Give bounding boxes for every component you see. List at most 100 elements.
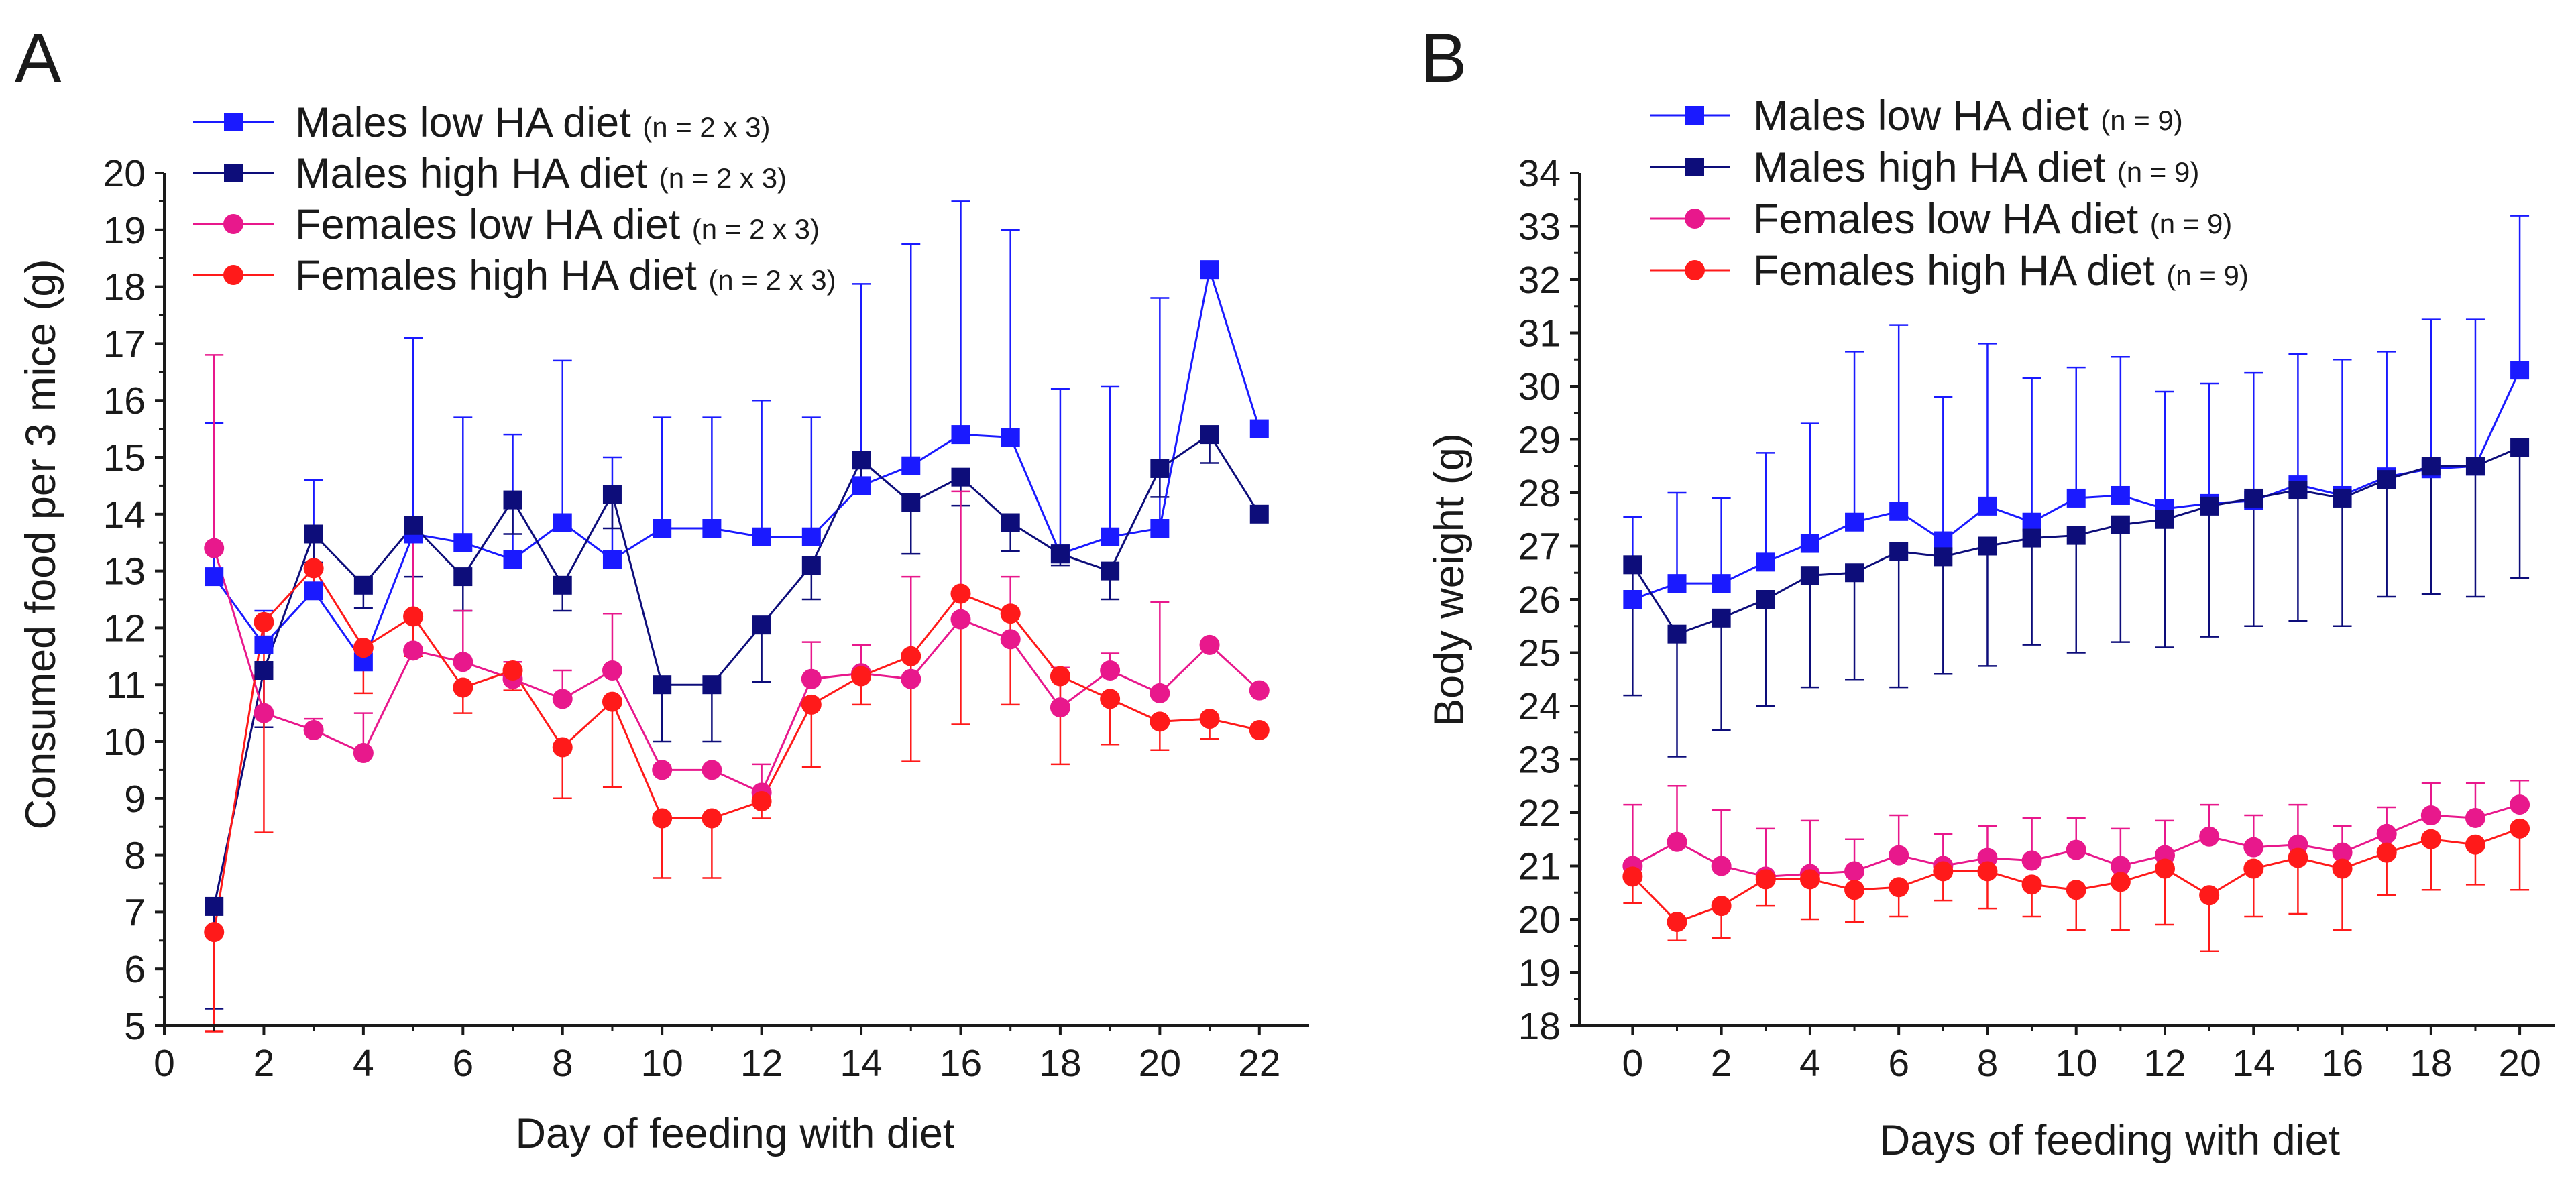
panel-b-y-tick-label: 34 xyxy=(1518,152,1561,195)
panel-a-legend-label-females-high-ha-diet: Females high HA diet (n = 2 x 3) xyxy=(295,252,836,299)
panel-a-males-high-ha-diet-point xyxy=(1101,561,1120,581)
panel-b-legend-note-females-high-ha-diet: (n = 9) xyxy=(2166,259,2249,291)
panel-a-males-low-ha-diet-point xyxy=(553,513,572,532)
panel-a-legend-label-males-high-ha-diet: Males high HA diet (n = 2 x 3) xyxy=(295,150,787,197)
panel-a-axes: 5 6 7 8 9 10 11 12 13 14 15 16 17 18 19 20 0 2 4 6 8 10 12 14 16… xyxy=(103,152,1309,1085)
panel-a-females-high-ha-diet-point xyxy=(950,583,971,604)
panel-a-males-high-ha-diet-point xyxy=(304,524,323,544)
panel-a-y-tick-label: 16 xyxy=(103,379,146,422)
panel-a-x-tick-label: 6 xyxy=(452,1042,473,1085)
panel-a-males-low-ha-diet-point xyxy=(801,527,821,546)
panel-a-males-low-ha-diet-point xyxy=(1200,260,1219,280)
panel-a-legend-label-females-low-ha-diet: Females low HA diet (n = 2 x 3) xyxy=(295,201,820,248)
panel-a-legend-label-males-low-ha-diet: Males low HA diet (n = 2 x 3) xyxy=(295,99,770,146)
panel-a-x-tick-label: 4 xyxy=(353,1042,374,1085)
panel-b-y-tick-label: 21 xyxy=(1518,845,1561,888)
panel-a-legend-note-females-low-ha-diet: (n = 2 x 3) xyxy=(692,213,820,245)
panel-a-x-tick-label: 22 xyxy=(1238,1042,1280,1085)
panel-b-males-high-ha-diet-point xyxy=(2066,526,2086,545)
panel-b-legend-note-males-low-ha-diet: (n = 9) xyxy=(2101,105,2183,136)
panel-a-females-low-ha-diet-point xyxy=(1150,683,1170,703)
panel-b-females-high-ha-diet-point xyxy=(2510,818,2530,839)
panel-b-y-tick-label: 30 xyxy=(1518,365,1561,408)
panel-a-females-low-ha-diet-point xyxy=(1199,634,1220,655)
panel-a-males-high-ha-diet-point xyxy=(1001,513,1020,532)
panel-b-females-high-ha-diet-point xyxy=(2021,874,2042,895)
panel-a-legend-marker-females-low-ha-diet xyxy=(223,214,243,234)
panel-b-males-high-ha-diet-point xyxy=(2288,481,2308,500)
panel-b-females-high-ha-diet-point xyxy=(1755,869,1776,890)
panel-b-males-high-ha-diet-point xyxy=(1978,536,1997,556)
panel-b-markers xyxy=(1622,361,2530,932)
panel-a-y-tick-label: 20 xyxy=(103,152,146,195)
panel-a-y-tick-label: 9 xyxy=(124,778,146,821)
panel-a-females-low-ha-diet-point xyxy=(652,760,673,780)
panel-b-females-low-ha-diet-point xyxy=(2465,807,2485,828)
panel-b-males-low-ha-diet-point xyxy=(1756,552,1775,572)
panel-a-x-tick-label: 12 xyxy=(740,1042,783,1085)
panel-b-males-high-ha-diet-point xyxy=(2244,488,2263,508)
panel-b-x-tick-label: 4 xyxy=(1799,1042,1821,1085)
panel-b-y-tick-label: 32 xyxy=(1518,259,1561,302)
panel-a-males-high-ha-diet-point xyxy=(752,615,771,635)
panel-b-legend-marker-males-low-ha-diet xyxy=(1685,106,1704,125)
panel-b-females-low-ha-diet-point xyxy=(2199,826,2220,847)
panel-b-y-tick-label: 20 xyxy=(1518,898,1561,941)
panel-a-males-low-ha-diet-point xyxy=(602,550,622,569)
panel-a-x-tick-label: 0 xyxy=(154,1042,175,1085)
panel-b-females-high-ha-diet-point xyxy=(2110,872,2131,892)
panel-a-y-tick-label: 12 xyxy=(103,607,146,650)
panel-a-females-high-ha-diet-point xyxy=(1199,709,1220,729)
panel-a-females-low-ha-diet-point xyxy=(801,668,822,689)
panel-a-x-tick-label: 10 xyxy=(640,1042,683,1085)
panel-b-males-high-ha-diet-point xyxy=(2465,457,2485,476)
panel-a-x-tick-label: 14 xyxy=(840,1042,882,1085)
panel-a-y-tick-label: 15 xyxy=(103,436,146,479)
panel-b-females-low-ha-diet-point xyxy=(1667,831,1687,852)
panel-a-females-low-ha-diet-point xyxy=(1100,660,1121,681)
panel-b-legend: Males low HA diet (n = 9) Males high HA d… xyxy=(1650,93,2249,294)
panel-a-chart: A 5 6 7 8 9 10 11 12 13 14 15 16 17 18 19 20 0 2 4 6 8 10 12 14… xyxy=(15,19,1309,1157)
panel-b-males-low-ha-diet-point xyxy=(2066,488,2086,508)
panel-b-males-high-ha-diet-point xyxy=(1934,547,1953,567)
panel-a-females-high-ha-diet-point xyxy=(353,638,374,658)
panel-a-females-low-ha-diet-point xyxy=(950,609,971,630)
panel-a-males-low-ha-diet-point xyxy=(1101,527,1120,546)
panel-b-legend-marker-females-high-ha-diet xyxy=(1685,260,1705,280)
panel-a-females-low-ha-diet-point xyxy=(453,652,473,672)
panel-a-females-low-ha-diet-point xyxy=(353,742,374,763)
panel-a-x-axis-title: Day of feeding with diet xyxy=(516,1110,955,1157)
panel-b-y-tick-label: 18 xyxy=(1518,1005,1561,1048)
panel-b-males-high-ha-diet-point xyxy=(2333,488,2352,508)
panel-b-legend-label-males-low-ha-diet: Males low HA diet (n = 9) xyxy=(1753,93,2183,139)
panel-a-males-high-ha-diet-point xyxy=(453,567,473,587)
panel-a-females-low-ha-diet-point xyxy=(303,720,324,741)
panel-b-males-low-ha-diet-point xyxy=(2022,512,2041,532)
panel-b-males-high-ha-diet-point xyxy=(1800,566,1819,585)
panel-a-y-tick-label: 19 xyxy=(103,209,146,252)
panel-a-legend-marker-males-low-ha-diet xyxy=(224,113,243,131)
panel-a-females-high-ha-diet-point xyxy=(652,808,673,829)
panel-a-females-high-ha-diet-point xyxy=(1100,689,1121,709)
panel-a-lines xyxy=(213,269,1261,933)
panel-b-males-low-ha-diet-point xyxy=(1845,512,1864,532)
panel-b-females-low-ha-diet-point xyxy=(2110,856,2131,876)
panel-a-males-high-ha-diet-point xyxy=(951,467,970,487)
panel-b-females-high-ha-diet-point xyxy=(2332,858,2353,879)
panel-b-letter: B xyxy=(1420,19,1467,97)
panel-a-females-low-ha-diet-point xyxy=(403,640,424,661)
panel-a-males-low-ha-diet-point xyxy=(951,425,970,445)
panel-b-legend-label-males-high-ha-diet: Males high HA diet (n = 9) xyxy=(1753,144,2199,191)
panel-a-females-high-ha-diet-point xyxy=(453,677,473,698)
panel-b-y-tick-label: 19 xyxy=(1518,952,1561,995)
panel-b-x-tick-label: 6 xyxy=(1888,1042,1909,1085)
panel-a-males-low-ha-diet-point xyxy=(1249,419,1269,438)
panel-b-x-tick-label: 20 xyxy=(2498,1042,2540,1085)
panel-a-males-high-ha-diet-point xyxy=(553,575,572,595)
panel-b-females-low-ha-diet-point xyxy=(2066,839,2086,860)
panel-a-x-tick-label: 8 xyxy=(552,1042,573,1085)
panel-a-females-high-ha-diet-point xyxy=(1150,711,1170,732)
panel-b-females-high-ha-diet-point xyxy=(2288,847,2308,868)
panel-a-legend-note-females-high-ha-diet: (n = 2 x 3) xyxy=(708,264,836,296)
panel-a-males-low-ha-diet-point xyxy=(453,533,473,552)
